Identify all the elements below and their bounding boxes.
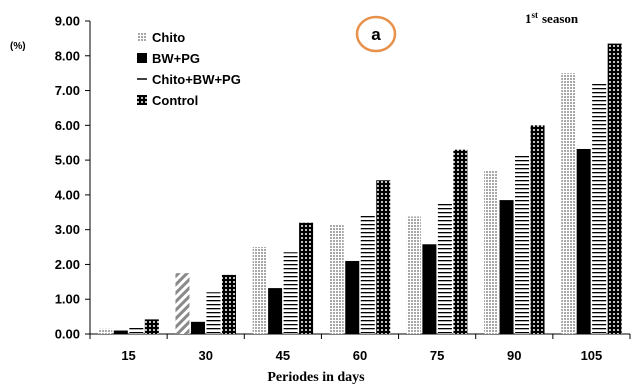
y-tick-label: 6.00 xyxy=(55,118,80,133)
bar xyxy=(561,73,576,335)
x-tick-label: 90 xyxy=(507,348,521,363)
x-tick-label: 45 xyxy=(276,348,290,363)
x-axis-title: Periodes in days xyxy=(267,370,365,385)
panel-label: a xyxy=(371,25,381,44)
bar xyxy=(592,81,607,334)
legend-swatch xyxy=(137,95,147,105)
bar xyxy=(252,247,267,334)
y-tick-label: 3.00 xyxy=(55,222,80,237)
x-tick-label: 30 xyxy=(198,348,212,363)
y-tick-label: 7.00 xyxy=(55,83,80,98)
bar xyxy=(530,125,545,334)
y-tick-label: 2.00 xyxy=(55,257,80,272)
x-tick-label: 15 xyxy=(121,348,135,363)
bar xyxy=(129,327,144,334)
bar xyxy=(453,149,468,334)
bar xyxy=(607,43,622,334)
bar xyxy=(283,252,298,334)
y-tick-label: 9.00 xyxy=(55,14,80,29)
bar xyxy=(360,214,375,334)
season-word: season xyxy=(542,11,579,26)
bar xyxy=(576,148,591,334)
bar xyxy=(190,321,205,334)
bar xyxy=(144,319,159,334)
y-axis-ticks: 0.00 1.00 2.00 3.00 4.00 5.00 6.00 7.00 8.00 9.00 xyxy=(55,14,90,342)
bar xyxy=(437,201,452,334)
season-number: 1 xyxy=(525,11,532,26)
bar xyxy=(299,222,314,334)
y-tick-label: 5.00 xyxy=(55,153,80,168)
bar xyxy=(268,288,283,334)
season-suffix: st xyxy=(532,10,539,20)
x-tick-label: 60 xyxy=(353,348,367,363)
bar xyxy=(175,273,190,334)
legend-swatch xyxy=(137,32,147,42)
legend-label: Chito xyxy=(152,30,185,45)
y-tick-label: 0.00 xyxy=(55,327,80,342)
legend-label: Chito+BW+PG xyxy=(152,72,241,87)
bar xyxy=(406,216,421,334)
legend: Chito BW+PG Chito+BW+PG Control xyxy=(137,30,241,108)
panel-label-badge: a xyxy=(355,15,397,53)
bar xyxy=(221,274,236,334)
bar xyxy=(345,260,360,334)
y-tick-label: 8.00 xyxy=(55,48,80,63)
x-axis-ticks: 15 30 45 60 75 90 105 xyxy=(89,334,631,363)
bar xyxy=(98,328,113,334)
legend-label: BW+PG xyxy=(152,51,200,66)
bar xyxy=(422,244,437,334)
season-label: 1st season xyxy=(525,10,579,26)
y-tick-label: 4.00 xyxy=(55,187,80,202)
bar xyxy=(515,154,530,334)
legend-swatch xyxy=(137,53,147,63)
bar xyxy=(499,200,514,334)
y-axis-unit-label: (%) xyxy=(10,41,26,52)
bar xyxy=(113,330,128,334)
bar xyxy=(329,224,344,334)
bar-series xyxy=(98,43,622,335)
x-tick-label: 105 xyxy=(581,348,603,363)
bar xyxy=(376,180,391,334)
bar xyxy=(206,292,221,334)
y-tick-label: 1.00 xyxy=(55,292,80,307)
bar xyxy=(484,170,499,334)
legend-label: Control xyxy=(152,93,198,108)
x-tick-label: 75 xyxy=(430,348,444,363)
